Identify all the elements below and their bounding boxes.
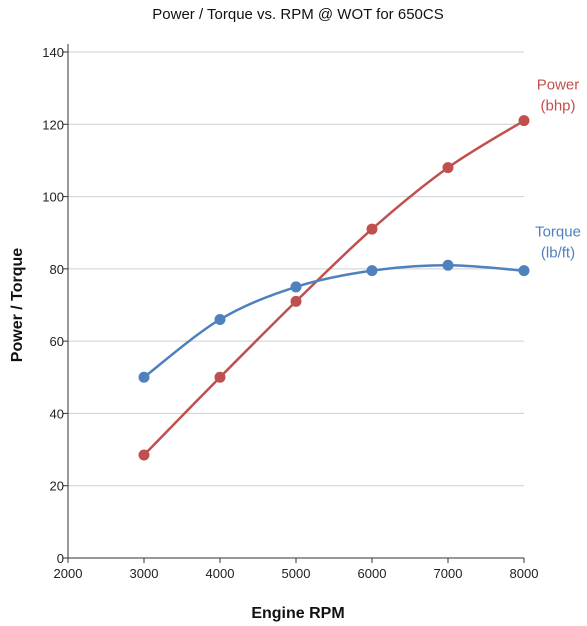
tick-labels: 0 20 40 60 80 100 120 140 2000 3000 4000 5000 6000 70… bbox=[42, 45, 538, 581]
power-point bbox=[518, 115, 530, 127]
y-tick-label: 40 bbox=[50, 406, 64, 421]
x-tick-label: 7000 bbox=[434, 566, 463, 581]
power-point bbox=[442, 162, 454, 174]
torque-point bbox=[290, 281, 302, 293]
power-point bbox=[214, 371, 226, 383]
axes bbox=[63, 44, 525, 563]
x-tick-label: 2000 bbox=[54, 566, 83, 581]
power-point bbox=[366, 223, 378, 235]
power-line bbox=[143, 119, 525, 456]
torque-label: (lb/ft) bbox=[541, 245, 575, 262]
torque-label: Torque bbox=[535, 224, 581, 241]
power-point bbox=[290, 295, 302, 307]
power-label: Power bbox=[537, 77, 580, 94]
x-tick-label: 4000 bbox=[206, 566, 235, 581]
torque-point bbox=[442, 259, 454, 271]
y-tick-label: 120 bbox=[42, 117, 64, 132]
series bbox=[138, 115, 530, 461]
x-axis-label: Engine RPM bbox=[251, 605, 344, 622]
y-tick-label: 80 bbox=[50, 262, 64, 277]
y-axis-label: Power / Torque bbox=[9, 248, 26, 362]
torque-point bbox=[518, 265, 530, 277]
torque-line bbox=[143, 263, 525, 379]
x-tick-label: 5000 bbox=[282, 566, 311, 581]
torque-point bbox=[138, 371, 150, 383]
torque-point bbox=[214, 313, 226, 325]
power-label: (bhp) bbox=[540, 98, 575, 115]
x-tick-label: 6000 bbox=[358, 566, 387, 581]
gridlines bbox=[68, 51, 524, 487]
y-tick-label: 140 bbox=[42, 45, 64, 60]
y-tick-label: 20 bbox=[50, 479, 64, 494]
y-tick-label: 100 bbox=[42, 190, 64, 205]
power-point bbox=[138, 449, 150, 461]
chart-title: Power / Torque vs. RPM @ WOT for 650CS bbox=[152, 6, 443, 23]
torque-point bbox=[366, 265, 378, 277]
y-tick-label: 0 bbox=[57, 551, 64, 566]
x-tick-label: 8000 bbox=[510, 566, 539, 581]
series-labels: Power (bhp) Torque (lb/ft) bbox=[535, 77, 581, 262]
y-tick-label: 60 bbox=[50, 334, 64, 349]
x-tick-label: 3000 bbox=[130, 566, 159, 581]
